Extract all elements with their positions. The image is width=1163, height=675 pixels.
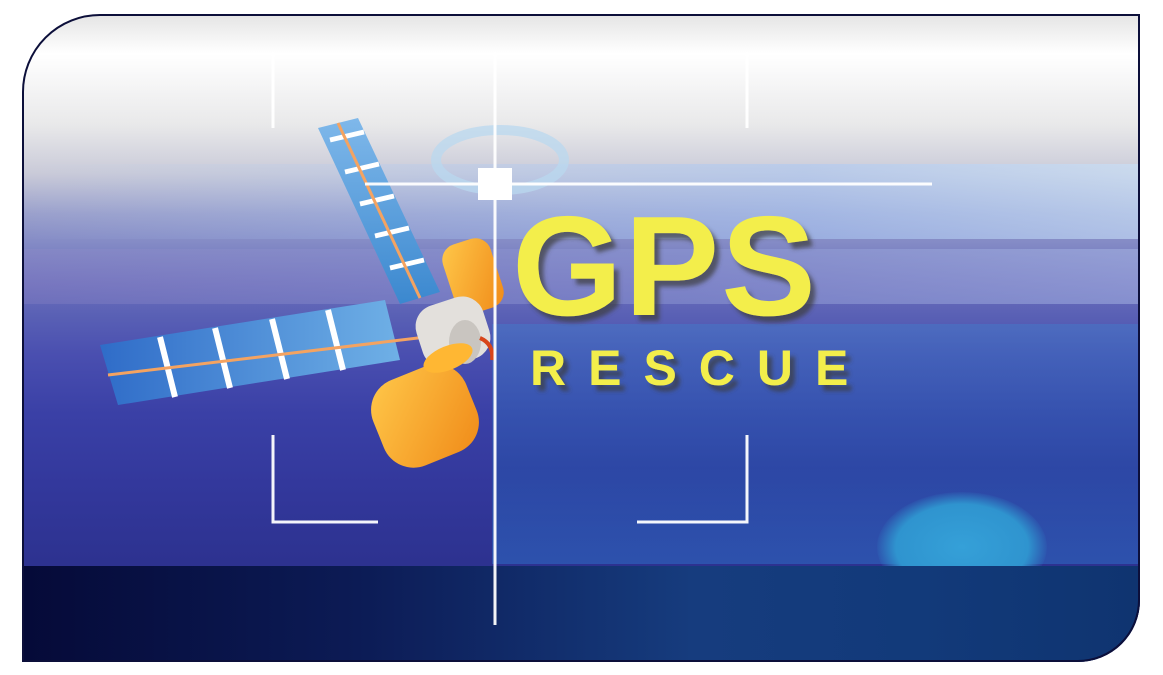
logo-subtitle: RESCUE [530, 340, 870, 396]
horizon-band [22, 249, 1140, 304]
logo-title: GPS [512, 187, 818, 346]
logo-block: GPS RESCUE [512, 187, 870, 396]
satellite-icon [100, 118, 504, 468]
satellite-lower-panel [100, 300, 461, 405]
viewfinder-corner-left [271, 435, 378, 524]
crosshair-icon [271, 52, 932, 625]
splash-card [22, 14, 1140, 662]
crosshair-center [478, 168, 512, 200]
satellite-upper-panel [318, 118, 440, 304]
satellite-body [371, 238, 504, 468]
viewfinder-corner-right [637, 435, 749, 524]
sky-band [22, 164, 1140, 239]
bottom-band [22, 566, 1140, 662]
